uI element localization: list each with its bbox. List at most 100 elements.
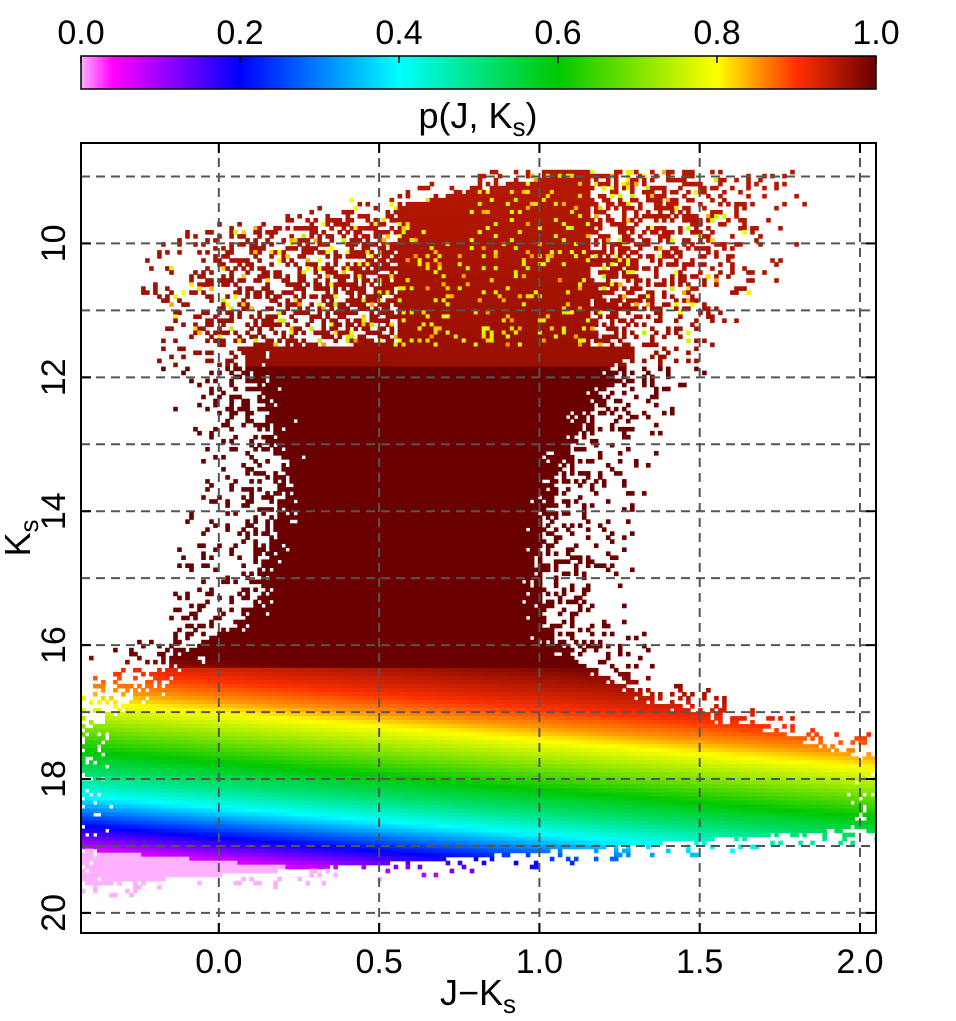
heatmap-cell [469,250,475,255]
heatmap-cell [329,294,335,299]
heatmap-cell [589,378,595,384]
heatmap-cell [421,234,427,239]
heatmap-cell [561,270,567,275]
heatmap-cell [622,234,627,239]
heatmap-cell [477,250,483,255]
heatmap-cell [477,266,483,271]
heatmap-cell [429,398,435,404]
heatmap-cell [301,394,307,400]
heatmap-cell [305,378,311,384]
heatmap-cell [477,334,483,340]
heatmap-cell [369,310,375,316]
heatmap-cell [225,294,230,299]
heatmap-cell [437,197,443,203]
heatmap-cell [189,274,194,279]
heatmap-cell [509,302,515,307]
heatmap-cell [381,370,387,376]
heatmap-cell [642,306,647,312]
heatmap-cell [573,234,579,239]
heatmap-cell [541,246,547,251]
heatmap-cell [449,326,455,332]
heatmap-cell [269,378,274,384]
heatmap-cell [437,362,443,368]
heatmap-cell [381,390,387,396]
heatmap-cell [357,366,363,372]
heatmap-cell [361,282,367,287]
heatmap-cell [281,278,287,283]
heatmap-cell [533,246,539,251]
heatmap-cell [517,330,523,336]
heatmap-cell [678,274,683,279]
heatmap-cell [585,278,591,283]
heatmap-cell [329,246,335,251]
heatmap-cell [381,282,387,287]
heatmap-cell [509,354,515,360]
heatmap-cell [393,358,399,364]
heatmap-cell [385,298,391,303]
heatmap-cell [405,402,411,408]
heatmap-cell [497,354,503,360]
heatmap-cell [289,314,295,320]
heatmap-cell [593,394,599,400]
heatmap-cell [313,366,319,372]
heatmap-cell [469,278,475,283]
heatmap-cell [573,390,579,396]
heatmap-cell [397,278,403,283]
heatmap-cell [593,362,599,368]
heatmap-cell [622,326,627,332]
heatmap-cell [413,222,419,227]
heatmap-cell [393,205,399,211]
heatmap-cell [297,386,303,392]
heatmap-cell [545,201,551,207]
heatmap-cell [453,386,459,392]
heatmap-cell [553,274,559,279]
heatmap-cell [658,201,663,207]
heatmap-cell [205,310,210,316]
heatmap-cell [393,354,399,360]
heatmap-cell [577,358,583,364]
heatmap-cell [357,298,363,303]
heatmap-cell [341,278,347,283]
heatmap-cell [577,322,583,328]
heatmap-cell [489,222,495,227]
heatmap-cell [457,338,463,344]
heatmap-cell [585,254,591,259]
heatmap-cell [517,370,523,376]
heatmap-cell [557,266,563,271]
heatmap-cell [245,370,250,376]
heatmap-cell [746,278,751,283]
heatmap-cell [293,378,299,384]
heatmap-cell [285,218,291,223]
heatmap-cell [678,382,683,388]
heatmap-cell [493,310,499,316]
heatmap-cell [477,374,483,380]
heatmap-cell [533,230,539,235]
heatmap-cell [177,250,182,255]
heatmap-cell [345,346,351,352]
heatmap-cell [369,366,375,372]
heatmap-cell [553,358,559,364]
heatmap-cell [557,378,563,384]
heatmap-cell [489,169,495,175]
heatmap-cell [622,330,627,336]
heatmap-cell [642,294,647,299]
heatmap-cell [457,342,463,348]
heatmap-cell [397,306,403,312]
heatmap-cell [658,358,663,364]
heatmap-cell [409,258,415,263]
heatmap-cell [361,254,367,259]
heatmap-cell [457,278,463,283]
heatmap-cell [305,398,311,404]
heatmap-cell [529,386,535,392]
heatmap-cell [281,378,287,384]
heatmap-cell [561,274,567,279]
heatmap-cell [505,358,511,364]
heatmap-cell [682,266,687,271]
heatmap-cell [477,354,483,360]
heatmap-cell [630,270,635,275]
heatmap-cell [345,322,351,328]
heatmap-cell [565,402,571,408]
heatmap-cell [269,386,274,392]
heatmap-cell [674,205,679,211]
heatmap-cell [457,358,463,364]
